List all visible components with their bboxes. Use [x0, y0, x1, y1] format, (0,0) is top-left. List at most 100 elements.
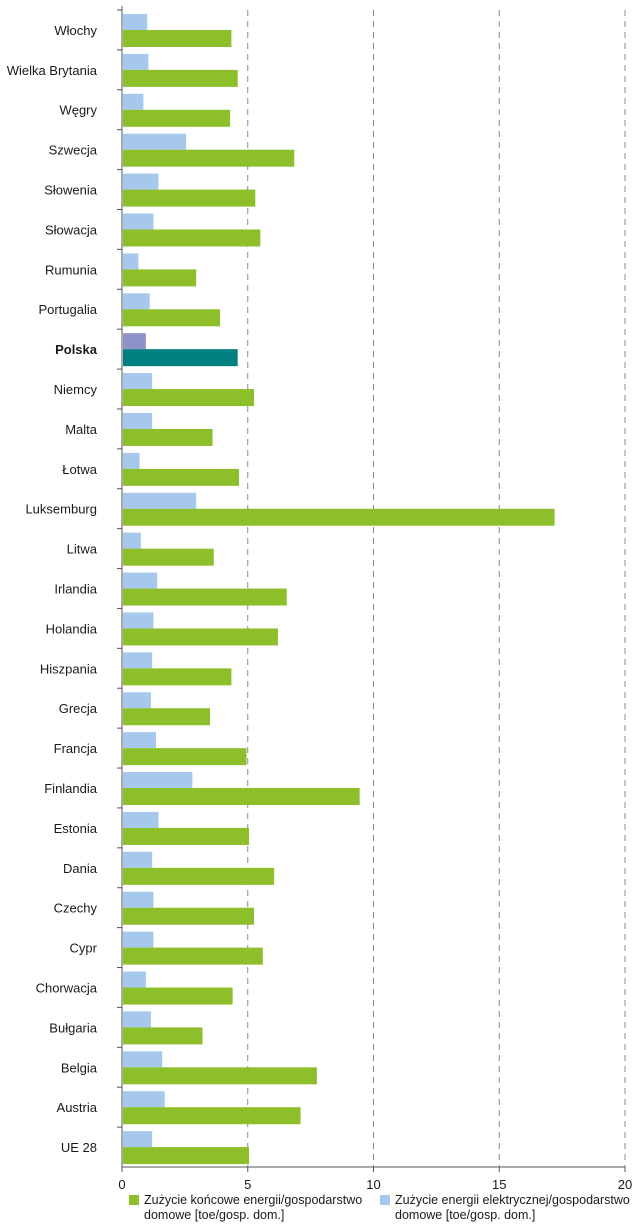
bar-electricity-wegry	[123, 93, 144, 110]
bar-electricity-wlochy	[123, 14, 148, 30]
category-label-slowenia: Słowenia	[44, 183, 98, 198]
bar-final-energy-ue-28	[123, 1147, 250, 1165]
bar-final-energy-francja	[123, 748, 247, 766]
bar-final-energy-belgia	[123, 1067, 317, 1085]
x-tick-20: 20	[618, 1177, 632, 1192]
bar-final-energy-lotwa	[123, 468, 239, 486]
x-tick-5: 5	[244, 1177, 251, 1192]
bar-electricity-austria	[123, 1091, 165, 1108]
bar-final-energy-holandia	[123, 628, 278, 646]
category-label-chorwacja: Chorwacja	[36, 980, 98, 995]
bar-final-energy-niemcy	[123, 389, 255, 407]
bar-electricity-chorwacja	[123, 971, 146, 988]
x-tick-15: 15	[492, 1177, 506, 1192]
bar-electricity-wielka-brytania	[123, 53, 149, 70]
category-label-cypr: Cypr	[70, 941, 98, 956]
bar-final-energy-szwecja	[123, 149, 295, 167]
bar-final-energy-slowacja	[123, 229, 261, 247]
category-label-belgia: Belgia	[61, 1060, 98, 1075]
bar-electricity-luksemburg	[123, 492, 197, 509]
bar-electricity-holandia	[123, 612, 154, 629]
x-tick-labels: 0 5 10 15 20	[118, 1177, 632, 1192]
bar-electricity-finlandia	[123, 772, 193, 789]
bar-electricity-hiszpania	[123, 652, 153, 669]
bar-final-energy-austria	[123, 1107, 301, 1125]
bar-electricity-bulgaria	[123, 1011, 151, 1028]
category-label-holandia: Holandia	[46, 621, 98, 636]
category-label-luksemburg: Luksemburg	[25, 502, 97, 517]
category-label-dania: Dania	[63, 861, 98, 876]
legend: Zużycie końcowe energii/gospodarstwodomo…	[129, 1193, 630, 1222]
bar-final-energy-slowenia	[123, 189, 256, 207]
bar-final-energy-cypr	[123, 947, 263, 965]
bar-electricity-belgia	[123, 1051, 163, 1068]
bar-electricity-slowenia	[123, 173, 159, 190]
category-label-wielka-brytania: Wielka Brytania	[7, 63, 98, 78]
category-label-hiszpania: Hiszpania	[40, 661, 98, 676]
bar-electricity-francja	[123, 732, 156, 749]
category-label-austria: Austria	[57, 1100, 98, 1115]
bar-electricity-czechy	[123, 891, 154, 908]
bar-final-energy-bulgaria	[123, 1027, 203, 1045]
category-label-finlandia: Finlandia	[44, 781, 98, 796]
bar-final-energy-polska	[123, 349, 238, 367]
bar-electricity-slowacja	[123, 213, 154, 230]
category-label-estonia: Estonia	[54, 821, 98, 836]
gridlines	[247, 10, 626, 1167]
bar-final-energy-chorwacja	[123, 987, 233, 1005]
category-label-grecja: Grecja	[59, 701, 98, 716]
category-label-malta: Malta	[65, 422, 98, 437]
category-label-irlandia: Irlandia	[54, 582, 97, 597]
bar-final-energy-grecja	[123, 708, 211, 726]
bar-final-energy-wielka-brytania	[123, 69, 238, 87]
legend-swatch-electricity	[380, 1195, 390, 1205]
bar-final-energy-dania	[123, 867, 275, 885]
bar-final-energy-malta	[123, 428, 213, 446]
bar-electricity-litwa	[123, 532, 141, 549]
category-label-portugalia: Portugalia	[38, 302, 97, 317]
bar-electricity-niemcy	[123, 373, 153, 390]
bar-electricity-rumunia	[123, 253, 139, 270]
x-tick-0: 0	[118, 1177, 125, 1192]
category-label-wegry: Węgry	[59, 103, 97, 118]
bar-final-energy-irlandia	[123, 588, 287, 606]
category-label-niemcy: Niemcy	[54, 382, 98, 397]
category-labels: Włochy Wielka Brytania Węgry Szwecja Słoweni…	[7, 23, 98, 1155]
legend-label-electricity-line1: Zużycie energii elektrycznej/gospodarstw…	[395, 1193, 630, 1207]
legend-swatch-final-energy	[129, 1195, 139, 1205]
category-label-slowacja: Słowacja	[45, 222, 98, 237]
bars	[123, 14, 555, 1165]
bar-electricity-grecja	[123, 692, 151, 709]
bar-final-energy-estonia	[123, 827, 250, 845]
category-label-bulgaria: Bułgaria	[49, 1020, 97, 1035]
category-label-szwecja: Szwecja	[49, 143, 98, 158]
bar-final-energy-wegry	[123, 109, 231, 127]
bar-electricity-dania	[123, 851, 153, 868]
bar-electricity-estonia	[123, 811, 159, 828]
legend-label-final-energy-line2: domowe [toe/gosp. dom.]	[144, 1208, 284, 1222]
bar-final-energy-czechy	[123, 907, 255, 925]
category-label-litwa: Litwa	[67, 542, 98, 557]
category-label-lotwa: Łotwa	[62, 462, 97, 477]
bar-final-energy-rumunia	[123, 269, 197, 287]
bar-electricity-lotwa	[123, 452, 140, 469]
category-label-rumunia: Rumunia	[45, 262, 98, 277]
bar-final-energy-portugalia	[123, 309, 221, 327]
bar-electricity-portugalia	[123, 293, 150, 310]
bar-final-energy-luksemburg	[123, 508, 555, 526]
bar-electricity-szwecja	[123, 133, 187, 150]
bar-electricity-polska	[123, 333, 146, 350]
category-label-ue-28: UE 28	[61, 1140, 97, 1155]
bar-electricity-irlandia	[123, 572, 158, 589]
category-label-czechy: Czechy	[54, 901, 98, 916]
bar-electricity-ue-28	[123, 1131, 153, 1148]
bar-electricity-malta	[123, 412, 153, 429]
category-label-polska: Polska	[55, 342, 98, 357]
bar-final-energy-finlandia	[123, 788, 360, 806]
bar-final-energy-wlochy	[123, 30, 232, 47]
legend-label-electricity-line2: domowe [toe/gosp. dom.]	[395, 1208, 535, 1222]
bar-electricity-cypr	[123, 931, 154, 948]
axes	[117, 6, 626, 1172]
